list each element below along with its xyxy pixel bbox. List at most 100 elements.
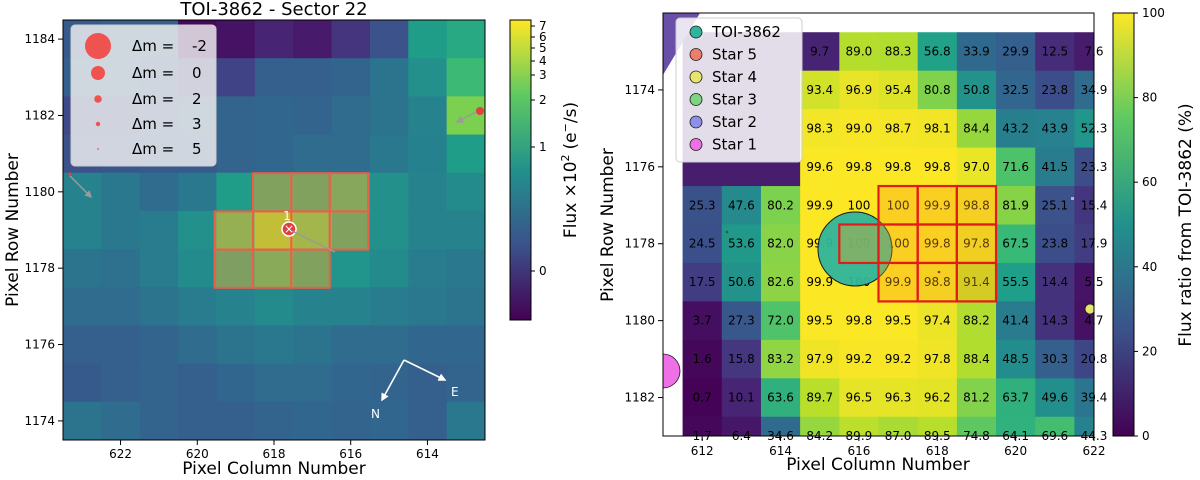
colorbar-tick-label: 60 bbox=[1142, 175, 1157, 189]
colorbar-tick-label: 7 bbox=[539, 19, 547, 33]
cell-value: 43.9 bbox=[1041, 121, 1068, 135]
y-tick-label: 1180 bbox=[624, 314, 655, 328]
heatmap-cell bbox=[216, 249, 256, 288]
heatmap-cell bbox=[101, 210, 141, 250]
cell-value: 98.8 bbox=[963, 198, 990, 212]
heatmap-cell bbox=[408, 363, 448, 403]
heatmap-cell bbox=[1035, 109, 1075, 149]
legend-star-marker bbox=[689, 115, 703, 129]
heatmap-cell bbox=[254, 172, 294, 212]
cell-value: 15.8 bbox=[728, 352, 755, 366]
heatmap-cell bbox=[331, 96, 371, 136]
heatmap-cell bbox=[369, 134, 409, 174]
cell-value: 1.6 bbox=[693, 352, 712, 366]
heatmap-cell bbox=[254, 401, 294, 440]
y-tick-label: 1174 bbox=[24, 414, 55, 428]
cell-value: 99.8 bbox=[924, 160, 951, 174]
heatmap-cell bbox=[800, 70, 840, 110]
heatmap-cell bbox=[956, 70, 997, 110]
cell-value: 82.0 bbox=[767, 237, 794, 251]
aperture-pixel bbox=[328, 172, 370, 213]
colorbar-tick-label: 0 bbox=[539, 264, 547, 278]
heatmap-cell bbox=[446, 287, 485, 326]
heatmap-cell bbox=[760, 186, 801, 225]
heatmap-cell bbox=[369, 96, 409, 136]
aperture-pixel bbox=[955, 184, 998, 226]
heatmap-cell bbox=[682, 301, 723, 341]
heatmap-cell bbox=[917, 339, 958, 379]
cell-value: 97.4 bbox=[924, 314, 951, 328]
heatmap-cell bbox=[254, 96, 294, 136]
colorbar-tick-label: 4 bbox=[539, 54, 547, 68]
star-1-marker bbox=[663, 353, 681, 389]
heatmap-cell bbox=[446, 96, 485, 136]
star-5-marker bbox=[937, 270, 941, 274]
right-legend: TOI-3862 Star 5 Star 4 Star 3 Star 2 Star 1 bbox=[675, 17, 803, 163]
y-tick-label: 1176 bbox=[624, 160, 655, 174]
heatmap-cell bbox=[331, 401, 371, 440]
legend-star-label: TOI-3862 bbox=[711, 23, 781, 41]
y-tick-label: 1178 bbox=[624, 237, 655, 251]
left-colorbar-label: Flux ×102 (e−/s) bbox=[559, 102, 581, 238]
y-tick-label: 1184 bbox=[24, 32, 55, 46]
heatmap-cell bbox=[408, 96, 448, 136]
left-x-axis-label: Pixel Column Number bbox=[182, 459, 366, 479]
heatmap-cell bbox=[1035, 339, 1075, 379]
cell-value: 96.2 bbox=[924, 391, 951, 405]
cell-value: 29.9 bbox=[1002, 44, 1029, 58]
heatmap-cell bbox=[956, 186, 997, 225]
cell-value: 41.5 bbox=[1041, 160, 1068, 174]
heatmap-cell bbox=[1035, 70, 1075, 110]
aperture-label: 1 bbox=[283, 209, 291, 223]
heatmap-cell bbox=[293, 210, 333, 250]
cell-value: 49.6 bbox=[1041, 391, 1068, 405]
cell-value: 100 bbox=[847, 198, 870, 212]
legend-entry-label: Δm = bbox=[132, 90, 174, 108]
heatmap-cell bbox=[101, 287, 141, 326]
legend-star-marker bbox=[689, 70, 703, 84]
heatmap-cell bbox=[293, 287, 333, 326]
cell-value: 27.3 bbox=[728, 314, 755, 328]
colorbar-tick-label: 5 bbox=[539, 41, 547, 55]
heatmap-cell bbox=[446, 401, 485, 440]
aperture-pixel bbox=[838, 223, 880, 265]
heatmap-cell bbox=[216, 401, 256, 440]
cell-value: 99.9 bbox=[885, 275, 912, 289]
aperture-pixel bbox=[213, 248, 255, 289]
cell-value: 99.8 bbox=[846, 160, 873, 174]
heatmap-cell bbox=[956, 224, 997, 264]
heatmap-cell bbox=[996, 32, 1036, 72]
heatmap-cell bbox=[1035, 262, 1075, 302]
heatmap-cell bbox=[216, 58, 256, 97]
heatmap-cell bbox=[996, 224, 1036, 264]
cell-value: 88.4 bbox=[963, 352, 990, 366]
colorbar-tick-label: 3 bbox=[539, 68, 547, 82]
heatmap-cell bbox=[446, 134, 485, 174]
cell-value: 47.6 bbox=[728, 198, 755, 212]
heatmap-cell bbox=[839, 339, 879, 379]
cell-value: 17.5 bbox=[689, 275, 716, 289]
heatmap-cell bbox=[178, 363, 217, 403]
left-colorbar bbox=[509, 19, 532, 321]
heatmap-cell bbox=[178, 401, 217, 440]
heatmap-cell bbox=[1035, 416, 1075, 436]
heatmap-cell bbox=[839, 32, 879, 72]
legend-star-marker bbox=[689, 48, 703, 61]
heatmap-cell bbox=[293, 134, 333, 174]
aperture-pixel bbox=[290, 248, 331, 289]
heatmap-cell bbox=[293, 58, 333, 97]
heatmap-cell bbox=[331, 363, 371, 403]
aperture-pixel bbox=[290, 172, 331, 213]
cell-value: 96.9 bbox=[846, 83, 873, 97]
heatmap-cell bbox=[956, 147, 997, 187]
heatmap-cell bbox=[178, 249, 217, 288]
heatmap-cell bbox=[446, 249, 485, 288]
cell-value: 14.4 bbox=[1041, 275, 1068, 289]
cell-value: 23.8 bbox=[1041, 237, 1068, 251]
heatmap-cell bbox=[721, 224, 762, 264]
heatmap-cell bbox=[956, 109, 997, 149]
heatmap-cell bbox=[446, 363, 485, 403]
left-chart-title: TOI-3862 - Sector 22 bbox=[179, 0, 367, 20]
heatmap-cell bbox=[369, 172, 409, 212]
cell-value: 88.3 bbox=[885, 44, 912, 58]
